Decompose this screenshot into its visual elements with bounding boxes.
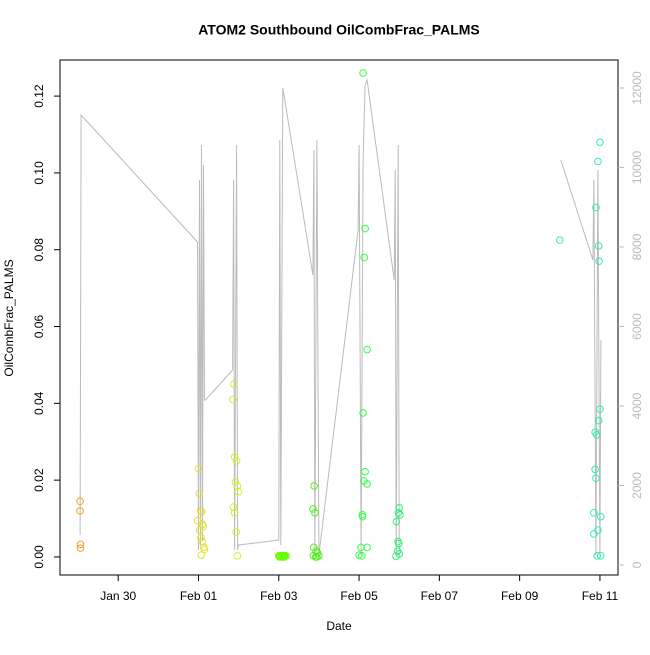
point bbox=[360, 253, 369, 262]
y-tick-label: 0.10 bbox=[32, 161, 46, 185]
y-tick-label: 0.02 bbox=[32, 468, 46, 492]
y2-tick-label: 6000 bbox=[630, 313, 644, 340]
point bbox=[592, 474, 600, 483]
point bbox=[392, 552, 400, 560]
point bbox=[233, 482, 242, 490]
point bbox=[232, 528, 241, 536]
point bbox=[194, 464, 203, 473]
point bbox=[396, 510, 404, 519]
point bbox=[358, 551, 366, 560]
point bbox=[596, 138, 604, 146]
point bbox=[395, 539, 403, 548]
point bbox=[596, 512, 605, 521]
point bbox=[591, 465, 599, 474]
x-tick-label: Feb 09 bbox=[501, 589, 539, 603]
point bbox=[361, 467, 369, 476]
point bbox=[76, 507, 84, 515]
point bbox=[200, 545, 209, 554]
point bbox=[361, 224, 369, 233]
point bbox=[392, 517, 401, 526]
point bbox=[359, 409, 367, 417]
x-tick-label: Feb 01 bbox=[180, 589, 218, 603]
y-tick-label: 0.12 bbox=[32, 84, 46, 108]
point bbox=[193, 516, 202, 525]
plot-frame bbox=[59, 59, 619, 576]
point bbox=[229, 503, 238, 511]
point bbox=[232, 457, 241, 465]
x-tick-label: Feb 07 bbox=[421, 589, 459, 603]
point bbox=[76, 540, 85, 549]
point bbox=[309, 543, 318, 552]
point bbox=[230, 508, 239, 517]
point bbox=[594, 416, 603, 425]
point bbox=[359, 69, 367, 77]
point bbox=[310, 482, 318, 490]
point bbox=[233, 551, 242, 560]
point bbox=[278, 553, 286, 561]
point bbox=[590, 530, 598, 538]
point bbox=[198, 537, 206, 546]
point bbox=[590, 508, 598, 517]
point bbox=[311, 508, 319, 517]
point bbox=[195, 526, 204, 534]
point bbox=[596, 551, 605, 560]
point bbox=[596, 405, 604, 413]
y2-tick-label: 2000 bbox=[630, 472, 644, 499]
x-tick-label: Feb 03 bbox=[260, 589, 298, 603]
x-axis-label: Date bbox=[326, 619, 352, 633]
point bbox=[197, 533, 205, 542]
point bbox=[230, 380, 238, 388]
x-tick-label: Feb 05 bbox=[340, 589, 378, 603]
chart-title: ATOM2 Southbound OilCombFrac_PALMS bbox=[198, 22, 480, 38]
point bbox=[363, 345, 371, 354]
point bbox=[313, 553, 321, 561]
point bbox=[76, 497, 84, 506]
point bbox=[280, 553, 289, 561]
y-tick-label: 0.04 bbox=[32, 391, 46, 415]
point bbox=[197, 507, 206, 516]
point bbox=[594, 242, 603, 250]
point bbox=[234, 487, 243, 496]
point bbox=[363, 543, 371, 552]
x-tick-label: Jan 30 bbox=[100, 589, 136, 603]
point bbox=[592, 203, 600, 212]
point bbox=[195, 489, 204, 498]
y-tick-label: 0.06 bbox=[32, 315, 46, 339]
point bbox=[594, 526, 602, 534]
point bbox=[555, 236, 564, 244]
y-tick-label: 0.08 bbox=[32, 238, 46, 262]
point bbox=[357, 543, 365, 552]
y2-tick-label: 12000 bbox=[630, 71, 644, 105]
point bbox=[196, 507, 205, 515]
point bbox=[76, 544, 85, 552]
x-tick-label: Feb 11 bbox=[582, 589, 619, 603]
point bbox=[309, 505, 317, 513]
point bbox=[315, 551, 323, 560]
point bbox=[230, 453, 239, 461]
point bbox=[593, 551, 601, 560]
y2-tick-label: 10000 bbox=[630, 150, 644, 184]
point bbox=[358, 512, 367, 521]
y2-tick-label: 4000 bbox=[630, 392, 644, 419]
point bbox=[394, 508, 403, 517]
point bbox=[594, 157, 602, 166]
point bbox=[229, 395, 237, 404]
point bbox=[275, 553, 284, 561]
y-tick-label: 0.00 bbox=[32, 545, 46, 569]
y2-tick-label: 0 bbox=[630, 561, 644, 568]
point bbox=[231, 478, 240, 486]
y2-tick-label: 8000 bbox=[630, 233, 644, 260]
point bbox=[363, 480, 371, 488]
point bbox=[197, 551, 206, 559]
y-axis-label: OilCombFrac_PALMS bbox=[2, 259, 16, 376]
point bbox=[592, 431, 601, 439]
point bbox=[595, 257, 603, 266]
